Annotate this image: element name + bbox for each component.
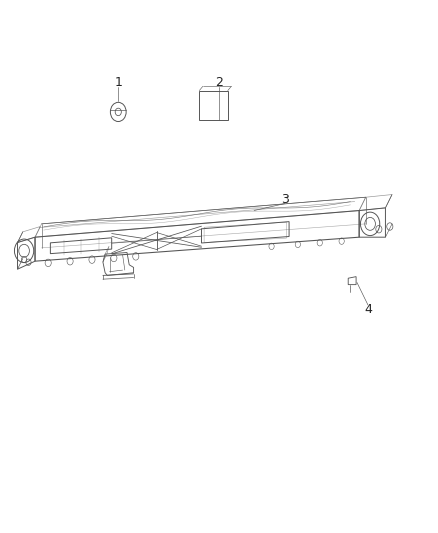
- Text: 1: 1: [114, 76, 122, 89]
- Text: 4: 4: [364, 303, 372, 316]
- Bar: [199, 91, 228, 120]
- Text: 3: 3: [281, 193, 289, 206]
- Text: 2: 2: [215, 76, 223, 89]
